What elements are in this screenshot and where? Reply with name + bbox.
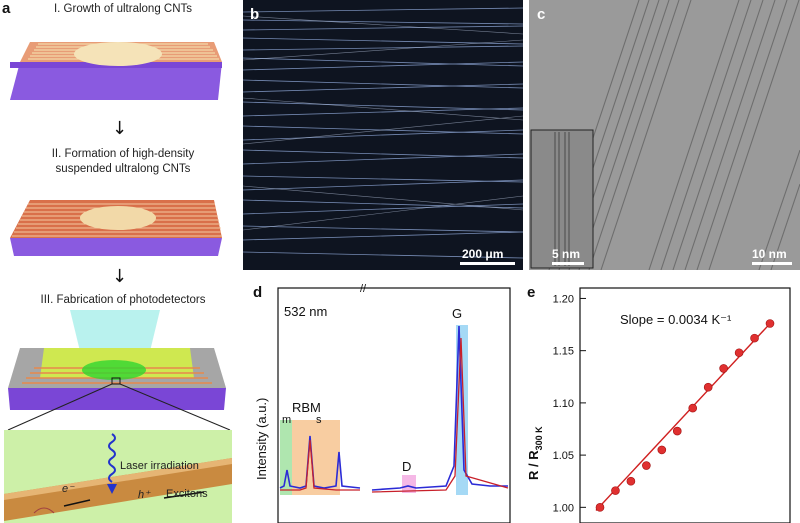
step-2-label-line1: II. Formation of high-density — [51, 148, 195, 160]
panel-c-scale-bar — [752, 262, 792, 265]
data-point — [626, 476, 636, 486]
y-tick-label: 1.00 — [553, 502, 574, 514]
panel-b-scale-bar — [460, 262, 515, 265]
data-point — [765, 319, 775, 328]
raman-spectrum: 532 nm RBM m s D G // Intensity (a.u.) — [254, 283, 511, 523]
rbm-label: RBM — [292, 400, 321, 415]
y-tick-label: 1.10 — [553, 398, 574, 410]
tem-image-cnt-bundles — [529, 0, 800, 270]
panel-a-letter: a — [2, 0, 11, 17]
data-point — [595, 503, 605, 512]
step-2-label-line2: suspended ultralong CNTs — [55, 163, 191, 175]
down-arrow-icon: ↓ — [112, 118, 128, 139]
panel-b-letter: b — [250, 6, 260, 23]
panel-c-letter: c — [537, 6, 546, 23]
panel-d-letter: d — [253, 284, 263, 301]
axis-break-mark: // — [360, 283, 367, 295]
g-band-label: G — [452, 306, 462, 321]
y-tick-label: 1.05 — [553, 450, 574, 462]
data-point — [657, 445, 667, 455]
panel-d-ylabel: Intensity (a.u.) — [254, 398, 269, 480]
down-arrow-icon: ↓ — [112, 266, 128, 287]
hole-label: h⁺ — [138, 489, 150, 501]
slope-annotation: Slope = 0.0034 K⁻¹ — [620, 312, 732, 327]
data-point — [642, 461, 651, 470]
panel-e-letter: e — [527, 284, 536, 301]
step-1-label: I. Growth of ultralong CNTs — [53, 3, 193, 15]
laser-irradiation-label: Laser irradiation — [120, 460, 199, 472]
sem-image-cnt-array — [243, 0, 523, 270]
data-point — [734, 348, 744, 358]
y-tick-label: 1.15 — [553, 346, 574, 358]
step-3-label: III. Fabrication of photodetectors — [40, 294, 206, 306]
photodetector-device-illustration — [4, 310, 232, 523]
panel-c-scale-label: 10 nm — [752, 247, 787, 261]
panel-e-ylabel-main: R / R — [526, 450, 541, 480]
laser-wavelength-label: 532 nm — [284, 304, 327, 319]
data-point — [611, 486, 620, 495]
panel-c-inset-scale-bar — [552, 262, 584, 265]
electron-label: e⁻ — [62, 483, 74, 495]
y-tick-label: 1.20 — [553, 293, 574, 305]
panel-e-ylabel: R / R300 K — [526, 426, 544, 480]
data-point — [688, 403, 698, 413]
growth-substrate-illustration — [10, 42, 222, 100]
resistance-vs-temperature-chart: 1.001.051.101.151.20 Slope = 0.0034 K⁻¹ … — [526, 287, 791, 523]
panel-e-ylabel-sub: 300 K — [534, 426, 544, 451]
data-point — [719, 364, 728, 373]
m-label: m — [282, 414, 291, 426]
d-band-label: D — [402, 459, 411, 474]
data-point — [672, 426, 682, 436]
data-point — [750, 333, 759, 343]
panel-c-inset-scale-label: 5 nm — [552, 247, 581, 261]
excitons-label: Excitons — [166, 488, 208, 500]
data-point — [703, 382, 713, 392]
panel-b-scale-label: 200 μm — [462, 247, 504, 261]
suspended-cnt-illustration — [10, 200, 222, 256]
fit-line — [595, 320, 773, 511]
s-label: s — [316, 414, 322, 426]
